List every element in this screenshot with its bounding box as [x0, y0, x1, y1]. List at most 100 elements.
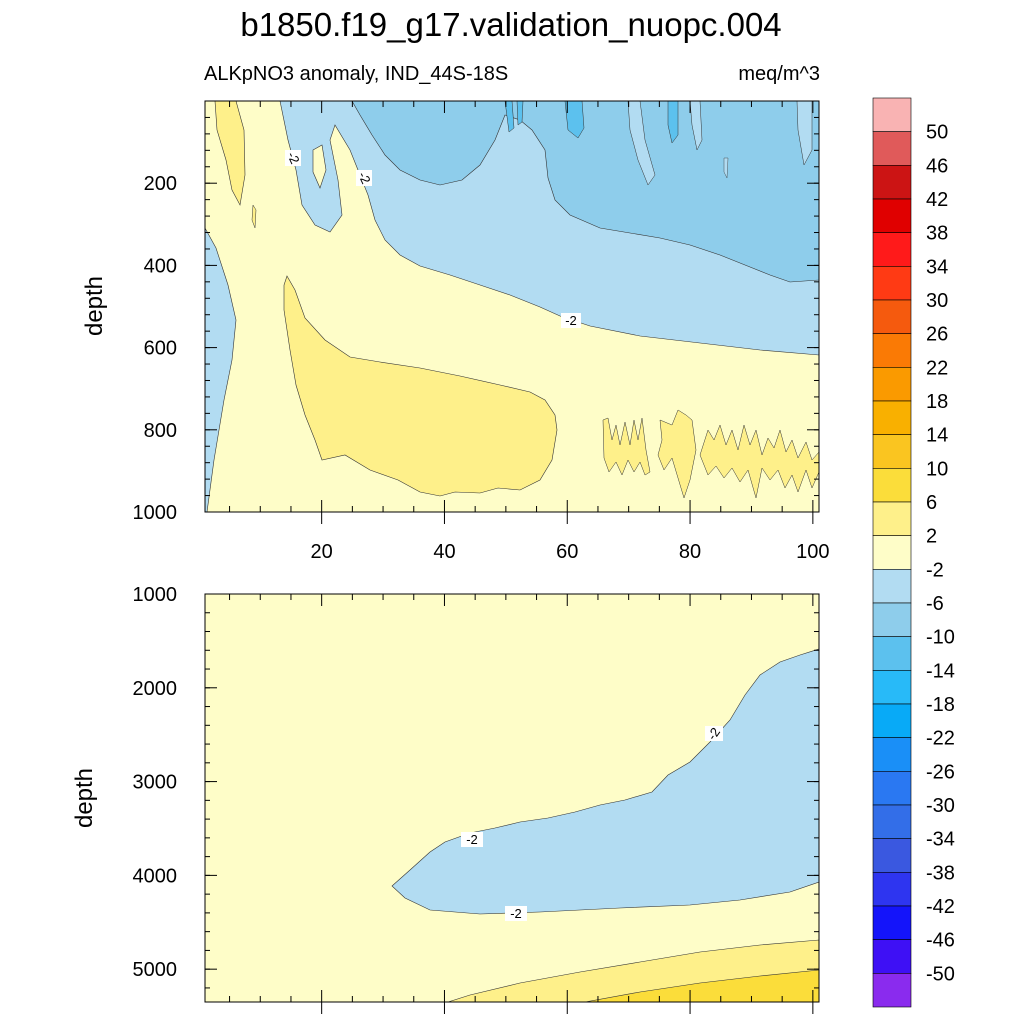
- units-label: meq/m^3: [738, 63, 820, 85]
- colorbar-swatch: [872, 266, 912, 301]
- y-tick-label: 800: [144, 420, 177, 442]
- upper-region-hole-4: [723, 157, 729, 179]
- colorbar-label: -34: [926, 829, 955, 851]
- colorbar-label: -2: [926, 559, 944, 581]
- upper-region-hole-3: [796, 101, 813, 166]
- colorbar-swatch: [872, 569, 912, 604]
- lower-frame: [204, 593, 820, 1003]
- x-tick-label: 40: [433, 541, 455, 563]
- colorbar-label: -14: [926, 660, 955, 682]
- upper-region-pocket-2: [516, 101, 524, 126]
- upper-region-light-hole: [312, 144, 327, 189]
- upper-region-deep-blue: [351, 101, 819, 283]
- colorbar-swatch: [872, 636, 912, 671]
- lower-x-axis: [229, 594, 814, 1014]
- colorbar-swatch: [872, 905, 912, 940]
- lower-contour-label-1: -2: [704, 725, 723, 743]
- x-tick-label: 100: [796, 541, 829, 563]
- chart-title: b1850.f19_g17.validation_nuopc.004: [240, 6, 781, 43]
- lower-region-gold-bottom: [584, 969, 819, 1002]
- y-tick-label: 5000: [133, 959, 178, 981]
- colorbar-label: -6: [926, 593, 944, 615]
- colorbar-label: 38: [926, 223, 948, 245]
- colorbar-swatch: [872, 299, 912, 334]
- upper-region-yellow-lens: [283, 275, 558, 497]
- upper-contour-label-1: -2: [284, 149, 302, 166]
- upper-region-hole-2: [689, 101, 703, 151]
- upper-region-pocket-3: [564, 101, 585, 139]
- colorbar-label: -46: [926, 930, 955, 952]
- colorbar-label: 18: [926, 391, 948, 413]
- colorbar-label: -42: [926, 896, 955, 918]
- colorbar-swatch: [872, 400, 912, 435]
- colorbar-swatch: [872, 131, 912, 166]
- colorbar-label: -10: [926, 627, 955, 649]
- colorbar-label: 50: [926, 122, 948, 144]
- upper-x-axis: 20 40 60 80 100: [229, 101, 830, 563]
- colorbar-label: 2: [926, 526, 937, 548]
- svg-text:-2: -2: [510, 906, 522, 921]
- upper-region-pocket-1: [504, 101, 515, 133]
- upper-panel: -2 -2 -2 200 400 600 800 1000 20 40 60 80 100 de…: [81, 100, 830, 563]
- upper-contour-fill: -2 -2 -2: [205, 101, 819, 512]
- upper-contour-label-2: -2: [355, 169, 373, 186]
- y-tick-label: 1000: [133, 584, 178, 606]
- lower-contour-label-2: -2: [461, 832, 483, 847]
- variable-label: ALKpNO3 anomaly, IND_44S-18S: [204, 63, 508, 85]
- lower-y-label: depth: [71, 768, 98, 828]
- svg-text:-2: -2: [284, 149, 302, 166]
- colorbar-label: 6: [926, 492, 937, 514]
- y-tick-label: 3000: [133, 772, 178, 794]
- x-tick-label: 20: [311, 541, 333, 563]
- colorbar-swatch: [872, 838, 912, 873]
- upper-region-hole-1: [627, 101, 656, 186]
- colorbar-swatch: [872, 468, 912, 503]
- lower-contour-fill: -2 -2 -2: [205, 594, 819, 1002]
- lower-region-blue-wedge: [391, 648, 819, 915]
- y-tick-label: 600: [144, 338, 177, 360]
- colorbar-swatch: [872, 703, 912, 738]
- lower-panel: -2 -2 -2 1000 2000 3000 4000 5000 depth: [71, 584, 820, 1014]
- colorbar-swatch: [872, 333, 912, 368]
- upper-region-yellow-sliver: [251, 204, 257, 229]
- colorbar-label: 10: [926, 458, 948, 480]
- lower-contour-label-3: -2: [505, 906, 527, 921]
- upper-y-label: depth: [81, 276, 108, 336]
- upper-region-spikes-1: [602, 417, 651, 476]
- upper-contour-label-3: -2: [561, 313, 581, 328]
- upper-region-pocket-4: [667, 101, 679, 144]
- colorbar-label: -18: [926, 694, 955, 716]
- colorbar-swatch: [872, 804, 912, 839]
- colorbar-swatch: [872, 737, 912, 772]
- colorbar-label: 14: [926, 425, 948, 447]
- colorbar-swatch: [872, 198, 912, 233]
- colorbar-label: -30: [926, 795, 955, 817]
- colorbar: 50 46 42 38 34 30 26 22 18 14 10 6 2 -2 -6 -10 -14 -18 -22…: [872, 97, 955, 1008]
- colorbar-swatch: [872, 602, 912, 637]
- colorbar-label: 26: [926, 324, 948, 346]
- colorbar-swatch: [872, 97, 912, 132]
- svg-text:-2: -2: [355, 169, 373, 186]
- y-tick-label: 400: [144, 255, 177, 277]
- colorbar-swatch: [872, 670, 912, 705]
- colorbar-swatch: [872, 939, 912, 974]
- colorbar-label: -38: [926, 862, 955, 884]
- x-tick-label: 80: [679, 541, 701, 563]
- lower-y-axis: 1000 2000 3000 4000 5000: [133, 584, 819, 989]
- upper-region-left-blue: [205, 227, 237, 512]
- upper-region-yellow-left: [214, 101, 246, 206]
- colorbar-swatch: [872, 165, 912, 200]
- svg-text:-2: -2: [466, 832, 478, 847]
- colorbar-swatch: [872, 501, 912, 536]
- colorbar-swatch: [872, 232, 912, 267]
- colorbar-label: 30: [926, 290, 948, 312]
- y-tick-label: 1000: [133, 502, 178, 524]
- svg-text:-2: -2: [565, 313, 577, 328]
- colorbar-swatch: [872, 771, 912, 806]
- upper-frame: [204, 100, 820, 513]
- upper-region-spikes-3: [699, 424, 819, 499]
- colorbar-swatch: [872, 535, 912, 570]
- upper-region-spikes-2: [657, 409, 697, 499]
- colorbar-swatch: [872, 367, 912, 402]
